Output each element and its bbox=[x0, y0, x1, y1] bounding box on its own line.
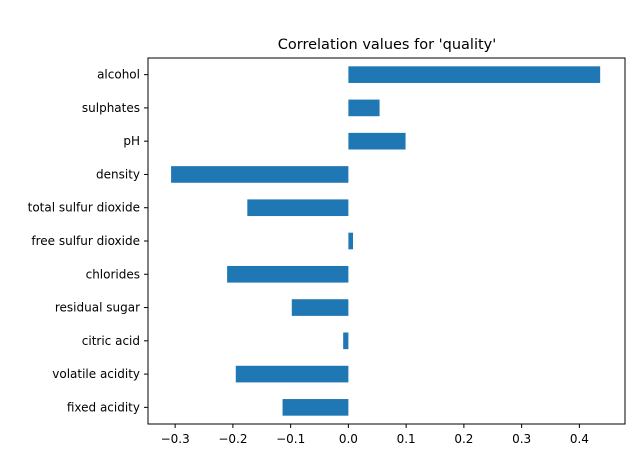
y-tick-label: volatile acidity bbox=[52, 367, 140, 381]
x-tick-label: 0.3 bbox=[512, 432, 531, 446]
y-tick-label: chlorides bbox=[86, 267, 140, 281]
y-tick-label: total sulfur dioxide bbox=[28, 201, 140, 215]
y-tick-label: sulphates bbox=[82, 101, 140, 115]
x-tick-label: −0.3 bbox=[161, 432, 190, 446]
bar-alcohol bbox=[348, 66, 601, 83]
x-tick-label: 0.0 bbox=[339, 432, 358, 446]
y-axis-ticks: fixed acidity volatile acidity citric acid… bbox=[28, 68, 148, 414]
y-tick-label: fixed acidity bbox=[67, 400, 140, 414]
y-tick-label: alcohol bbox=[97, 68, 140, 82]
y-tick-label: pH bbox=[123, 134, 140, 148]
bar-chlorides bbox=[227, 265, 349, 283]
x-tick-label: −0.2 bbox=[218, 432, 247, 446]
x-tick-label: 0.2 bbox=[454, 432, 473, 446]
x-tick-label: 0.4 bbox=[570, 432, 589, 446]
x-axis-ticks: −0.3 −0.2 −0.1 0.0 0.1 0.2 0.3 0.4 bbox=[161, 424, 589, 446]
bar-pH bbox=[348, 132, 406, 150]
bar-citric-acid bbox=[343, 332, 349, 350]
plot-frame bbox=[147, 57, 626, 425]
bar-sulphates bbox=[348, 99, 380, 117]
bar-residual-sugar bbox=[291, 299, 349, 316]
y-tick-label: citric acid bbox=[82, 334, 140, 348]
bar-total-sulfur-dioxide bbox=[247, 199, 349, 217]
bar-density bbox=[171, 166, 349, 183]
chart-title: Correlation values for 'quality' bbox=[278, 37, 496, 53]
y-tick-label: density bbox=[96, 167, 140, 181]
x-tick-label: −0.1 bbox=[276, 432, 305, 446]
y-tick-label: free sulfur dioxide bbox=[31, 234, 140, 248]
bar-fixed-acidity bbox=[282, 399, 349, 416]
bar-free-sulfur-dioxide bbox=[348, 232, 354, 250]
x-tick-label: 0.1 bbox=[397, 432, 416, 446]
y-tick-label: residual sugar bbox=[55, 301, 140, 315]
bar-volatile-acidity bbox=[235, 365, 349, 383]
bars-group bbox=[171, 66, 601, 416]
